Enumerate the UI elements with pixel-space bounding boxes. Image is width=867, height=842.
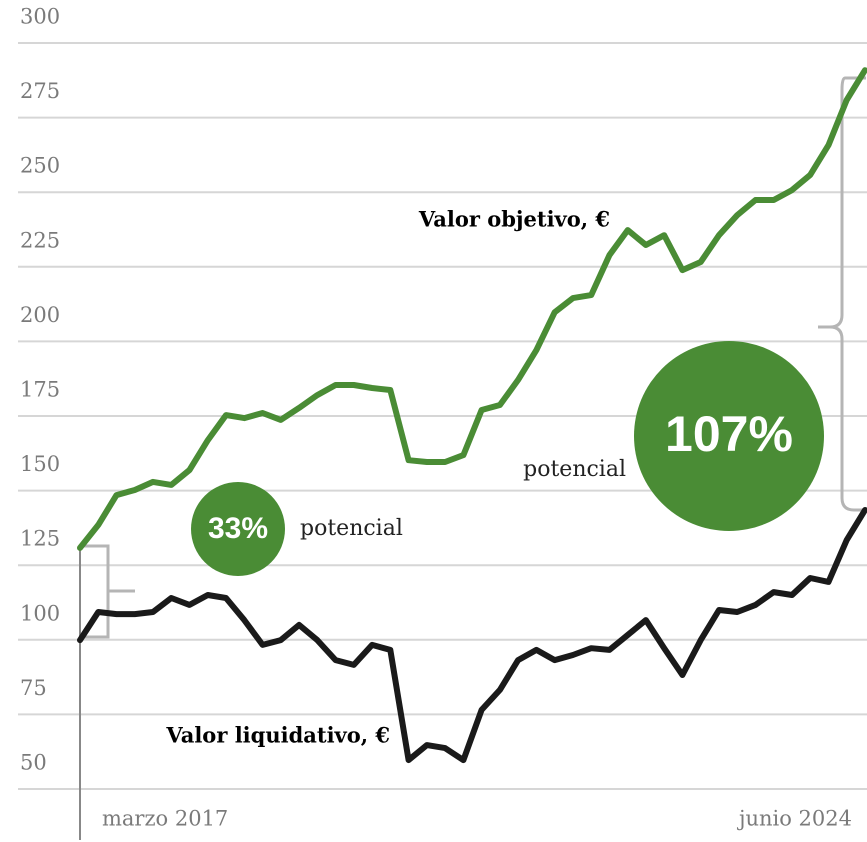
- series-label-objetivo: Valor objetivo, €: [418, 207, 610, 232]
- y-tick-label: 200: [20, 303, 60, 327]
- x-tick-label: junio 2024: [736, 807, 852, 831]
- y-tick-label: 250: [20, 154, 60, 178]
- y-tick-label: 100: [20, 601, 60, 625]
- left-bracket: [82, 544, 135, 639]
- lines: [77, 67, 867, 764]
- potential-circle-small: [191, 482, 285, 576]
- series-line: [77, 67, 867, 551]
- x-tick-label: marzo 2017: [102, 807, 228, 831]
- potential-large-label: potencial: [523, 457, 626, 482]
- series-line: [77, 507, 867, 764]
- y-tick-label: 300: [20, 5, 60, 29]
- y-tick-label: 175: [20, 378, 60, 402]
- right-bracket: [818, 76, 866, 512]
- y-tick-label: 125: [20, 527, 60, 551]
- y-tick-label: 50: [20, 751, 47, 775]
- y-tick-label: 225: [20, 228, 60, 252]
- series-label-liquidativo: Valor liquidativo, €: [165, 723, 390, 748]
- potential-circle-large: [634, 341, 824, 531]
- y-tick-label: 275: [20, 79, 60, 103]
- potential-small-label: potencial: [300, 516, 403, 541]
- potential-large-value: 107%: [665, 406, 793, 462]
- potential-small-value: 33%: [208, 512, 268, 545]
- y-tick-label: 150: [20, 452, 60, 476]
- y-tick-label: 75: [20, 676, 47, 700]
- grid: 50 75 100 125 150 175 200 225 250 275 300 marzo 201…: [18, 5, 867, 831]
